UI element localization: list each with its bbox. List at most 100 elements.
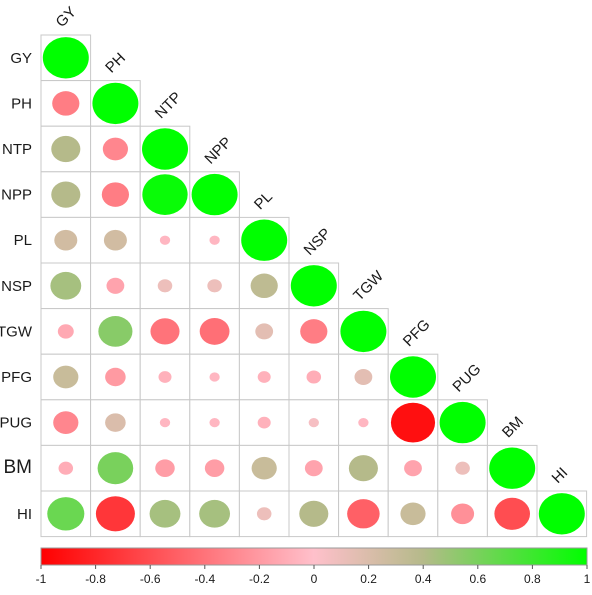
- corr-circle-ntp-ph: [102, 137, 128, 161]
- corr-circle-bm-ph: [97, 452, 134, 485]
- col-label-nsp: NSP: [301, 225, 335, 259]
- corr-circle-hi-ph: [95, 496, 135, 532]
- corr-circle-pug-tgw: [358, 417, 369, 428]
- corr-circle-tgw-ph: [98, 316, 133, 347]
- corr-circle-pl-gy: [54, 229, 78, 251]
- colorbar-tick-label: 0.2: [360, 572, 377, 586]
- corr-circle-bm-nsp: [304, 460, 323, 477]
- colorbar-tick-label: 0: [311, 572, 318, 586]
- corr-circle-bm-ntp: [155, 459, 175, 477]
- corr-circle-pug-ph: [105, 413, 126, 432]
- corr-circle-ph-gy: [52, 91, 80, 116]
- corr-circle-hi-pug: [451, 503, 475, 525]
- colorbar-tick-label: -1: [36, 572, 47, 586]
- corr-circle-bm-tgw: [348, 455, 378, 482]
- col-label-bm: BM: [499, 413, 527, 441]
- corr-circle-pfg-pl: [257, 371, 271, 383]
- colorbar-tick-label: -0.8: [85, 572, 106, 586]
- col-label-pl: PL: [251, 188, 276, 213]
- corr-circle-nsp-nsp: [290, 265, 337, 307]
- corr-circle-bm-pug: [455, 461, 470, 475]
- colorbar-tick-label: 0.8: [524, 572, 541, 586]
- corr-circle-tgw-tgw: [340, 310, 387, 353]
- colorbar-tick-label: -0.4: [194, 572, 215, 586]
- row-label-gy: GY: [10, 50, 32, 67]
- row-label-pug: PUG: [0, 415, 32, 432]
- col-label-gy: GY: [53, 3, 80, 30]
- corr-circle-pfg-gy: [53, 365, 79, 389]
- colorbar-tick-label: -0.2: [249, 572, 270, 586]
- row-label-nsp: NSP: [1, 278, 32, 295]
- colorbar-tick-label: 0.6: [469, 572, 486, 586]
- corr-circle-pl-ph: [103, 229, 127, 251]
- corr-circle-pug-ntp: [159, 417, 171, 428]
- row-label-hi: HI: [17, 506, 32, 523]
- corr-circle-tgw-npp: [199, 317, 230, 345]
- corr-circle-pfg-tgw: [354, 368, 373, 386]
- corr-circle-hi-ntp: [149, 499, 181, 528]
- corr-circle-pug-pl: [257, 416, 271, 429]
- colorbar-gradient: [40, 547, 588, 566]
- corr-circle-tgw-gy: [57, 324, 74, 339]
- corr-circle-hi-nsp: [299, 500, 329, 527]
- corr-circle-hi-pl: [256, 507, 272, 521]
- row-labels: GY PH NTP NPP PL NSP TGW PFG PUG BM HI: [0, 50, 33, 523]
- col-label-hi: HI: [549, 464, 572, 487]
- row-label-ntp: NTP: [2, 141, 32, 158]
- col-label-pfg: PFG: [400, 316, 434, 350]
- corr-circle-hi-pfg: [400, 502, 426, 526]
- row-label-pl: PL: [14, 232, 32, 249]
- colorbar-tick-label: 0.4: [415, 572, 432, 586]
- corr-circle-npp-gy: [51, 181, 81, 208]
- corr-circle-pfg-ntp: [158, 371, 172, 383]
- row-label-ph: PH: [11, 95, 32, 112]
- corr-circle-hi-npp: [199, 499, 231, 528]
- corr-circle-tgw-ntp: [150, 318, 180, 345]
- grid-cell: [139, 399, 191, 446]
- corr-circle-pug-pug: [439, 401, 486, 444]
- col-label-ph: PH: [102, 50, 129, 77]
- corr-circle-tgw-pl: [255, 323, 274, 340]
- colorbar-ticks: -1 -0.8 -0.6 -0.4 -0.2 0 0.2 0.4 0.6 0.8 1: [36, 565, 591, 586]
- corr-circle-hi-bm: [494, 497, 531, 530]
- corr-circle-bm-gy: [58, 461, 74, 475]
- col-label-npp: NPP: [201, 134, 235, 168]
- colorbar-tick-label: -0.6: [140, 572, 161, 586]
- col-label-tgw: TGW: [350, 267, 387, 304]
- colorbar: -1 -0.8 -0.6 -0.4 -0.2 0 0.2 0.4 0.6 0.8 1: [36, 547, 591, 586]
- corr-circle-gy-gy: [42, 37, 89, 79]
- corr-circle-npp-ph: [101, 182, 130, 207]
- corr-circle-pfg-ph: [105, 367, 126, 387]
- corr-circle-pfg-pfg: [390, 356, 436, 398]
- corr-circle-pug-npp: [209, 417, 220, 428]
- row-label-pfg: PFG: [1, 369, 32, 386]
- corr-circle-pl-npp: [209, 235, 220, 245]
- corr-circle-pug-nsp: [308, 417, 319, 428]
- corr-circle-ph-ph: [92, 82, 139, 125]
- corr-circle-pfg-nsp: [306, 370, 322, 384]
- corr-circle-hi-gy: [47, 497, 85, 531]
- row-label-tgw: TGW: [0, 323, 33, 340]
- corr-circle-pl-ntp: [159, 235, 171, 245]
- correlation-circles: [42, 37, 585, 535]
- corr-circle-npp-npp: [191, 173, 238, 216]
- corr-circle-hi-tgw: [347, 499, 380, 529]
- corr-circle-nsp-gy: [50, 271, 82, 300]
- corr-circle-bm-npp: [204, 459, 225, 477]
- grid-cell: [40, 308, 92, 355]
- corr-circle-pfg-npp: [209, 372, 220, 382]
- col-label-ntp: NTP: [152, 89, 185, 122]
- corr-circle-nsp-pl: [250, 273, 278, 299]
- corr-circle-bm-pl: [251, 456, 277, 480]
- row-label-npp: NPP: [1, 187, 32, 204]
- grid-cell: [189, 216, 240, 264]
- corr-circle-npp-ntp: [142, 174, 188, 215]
- col-label-pug: PUG: [449, 361, 484, 396]
- corr-circle-tgw-nsp: [300, 319, 328, 344]
- corr-circle-bm-pfg: [404, 460, 422, 477]
- corr-circle-nsp-npp: [207, 279, 222, 293]
- colorbar-tick-label: 1: [584, 572, 591, 586]
- corr-circle-nsp-ph: [106, 277, 125, 294]
- grid-cell: [90, 171, 141, 218]
- row-label-bm: BM: [4, 457, 33, 478]
